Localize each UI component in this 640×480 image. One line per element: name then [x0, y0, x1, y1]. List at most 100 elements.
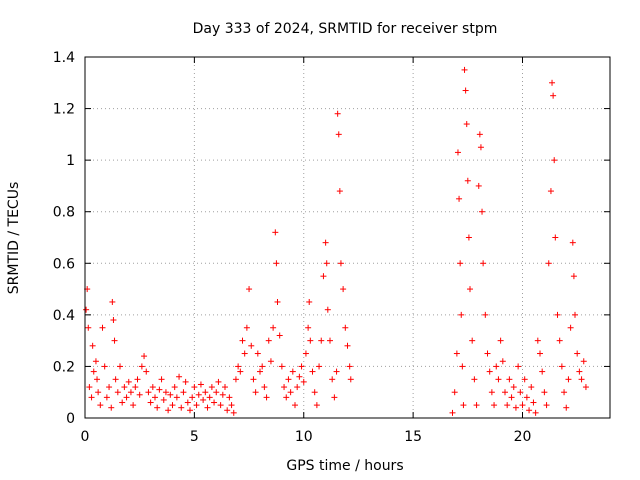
data-point [306, 298, 313, 305]
data-point [346, 363, 353, 370]
data-point [130, 402, 137, 409]
data-point [493, 363, 500, 370]
y-tick-label: 1.2 [53, 102, 75, 118]
data-point [248, 342, 255, 349]
data-point [320, 273, 327, 280]
data-point [554, 311, 561, 318]
data-point [204, 404, 211, 411]
data-point [552, 234, 559, 241]
data-point [208, 384, 215, 391]
data-point [336, 188, 343, 195]
data-point [287, 389, 294, 396]
data-point [541, 389, 548, 396]
data-point [193, 402, 200, 409]
data-point [504, 402, 511, 409]
data-point [184, 399, 191, 406]
data-point [272, 229, 279, 236]
data-point [499, 358, 506, 365]
data-point [232, 376, 239, 383]
data-point [217, 402, 224, 409]
data-point [561, 389, 568, 396]
data-point [123, 394, 130, 401]
data-point [569, 239, 576, 246]
data-point [309, 368, 316, 375]
data-point [89, 342, 96, 349]
data-point [176, 373, 183, 380]
data-point [162, 389, 169, 396]
data-point [463, 121, 470, 128]
data-point [565, 376, 572, 383]
x-tick-label: 10 [295, 429, 313, 445]
data-point [491, 402, 498, 409]
data-point [145, 389, 152, 396]
data-point [141, 353, 148, 360]
data-point [327, 337, 333, 344]
data-point [335, 131, 342, 138]
data-point [292, 402, 298, 409]
data-point [482, 311, 489, 318]
data-point [510, 384, 517, 391]
data-point [486, 368, 493, 375]
data-point [296, 373, 303, 380]
data-point [250, 376, 257, 383]
x-tick-label: 0 [81, 429, 90, 445]
data-point [215, 378, 222, 385]
data-point [460, 402, 467, 409]
data-point [202, 389, 209, 396]
data-point [127, 389, 134, 396]
data-point [465, 234, 472, 241]
data-point [239, 337, 246, 344]
data-point [224, 407, 231, 414]
data-point [449, 409, 456, 416]
data-point [263, 394, 270, 401]
data-point [109, 298, 116, 305]
data-point [508, 394, 515, 401]
data-point [182, 378, 189, 385]
data-point [337, 260, 344, 267]
data-point [545, 260, 552, 267]
data-point [160, 396, 167, 403]
data-point [322, 239, 329, 246]
data-point [495, 376, 502, 383]
data-point [464, 177, 471, 184]
data-point [313, 402, 320, 409]
data-point [241, 350, 248, 357]
data-point [252, 389, 259, 396]
x-axis-label: GPS time / hours [286, 458, 403, 474]
data-point [246, 286, 253, 293]
data-point [582, 384, 589, 391]
data-point [114, 389, 121, 396]
data-point [257, 368, 263, 375]
data-point [539, 368, 546, 375]
data-point [222, 384, 228, 391]
data-point [228, 402, 235, 409]
data-point [211, 399, 218, 406]
data-point [112, 376, 119, 383]
data-point [178, 404, 185, 411]
data-point [270, 324, 277, 331]
chart-title: Day 333 of 2024, SRMTID for receiver stp… [193, 21, 498, 37]
y-tick-label: 1 [66, 153, 75, 169]
data-point [281, 384, 288, 391]
data-point [512, 404, 519, 411]
data-point [289, 368, 296, 375]
data-point [467, 286, 473, 293]
data-point [119, 399, 126, 406]
data-point [300, 378, 307, 385]
data-point [534, 337, 541, 344]
y-tick-label: 0 [66, 411, 75, 427]
y-tick-label: 0.8 [53, 205, 75, 221]
data-point [106, 384, 113, 391]
data-point [340, 286, 347, 293]
data-point [226, 394, 233, 401]
data-point [318, 337, 325, 344]
y-axis-label: SRMTID / TECUs [6, 182, 22, 295]
data-point [187, 407, 193, 414]
data-point [484, 350, 491, 357]
data-point [276, 332, 283, 339]
data-point [580, 358, 587, 365]
tick-labels: 0 0.2 0.4 0.6 0.8 1 1.2 1.4 0 5 10 15 20 [53, 50, 532, 445]
data-point [479, 208, 486, 215]
data-point [515, 363, 522, 370]
data-point [83, 306, 90, 313]
